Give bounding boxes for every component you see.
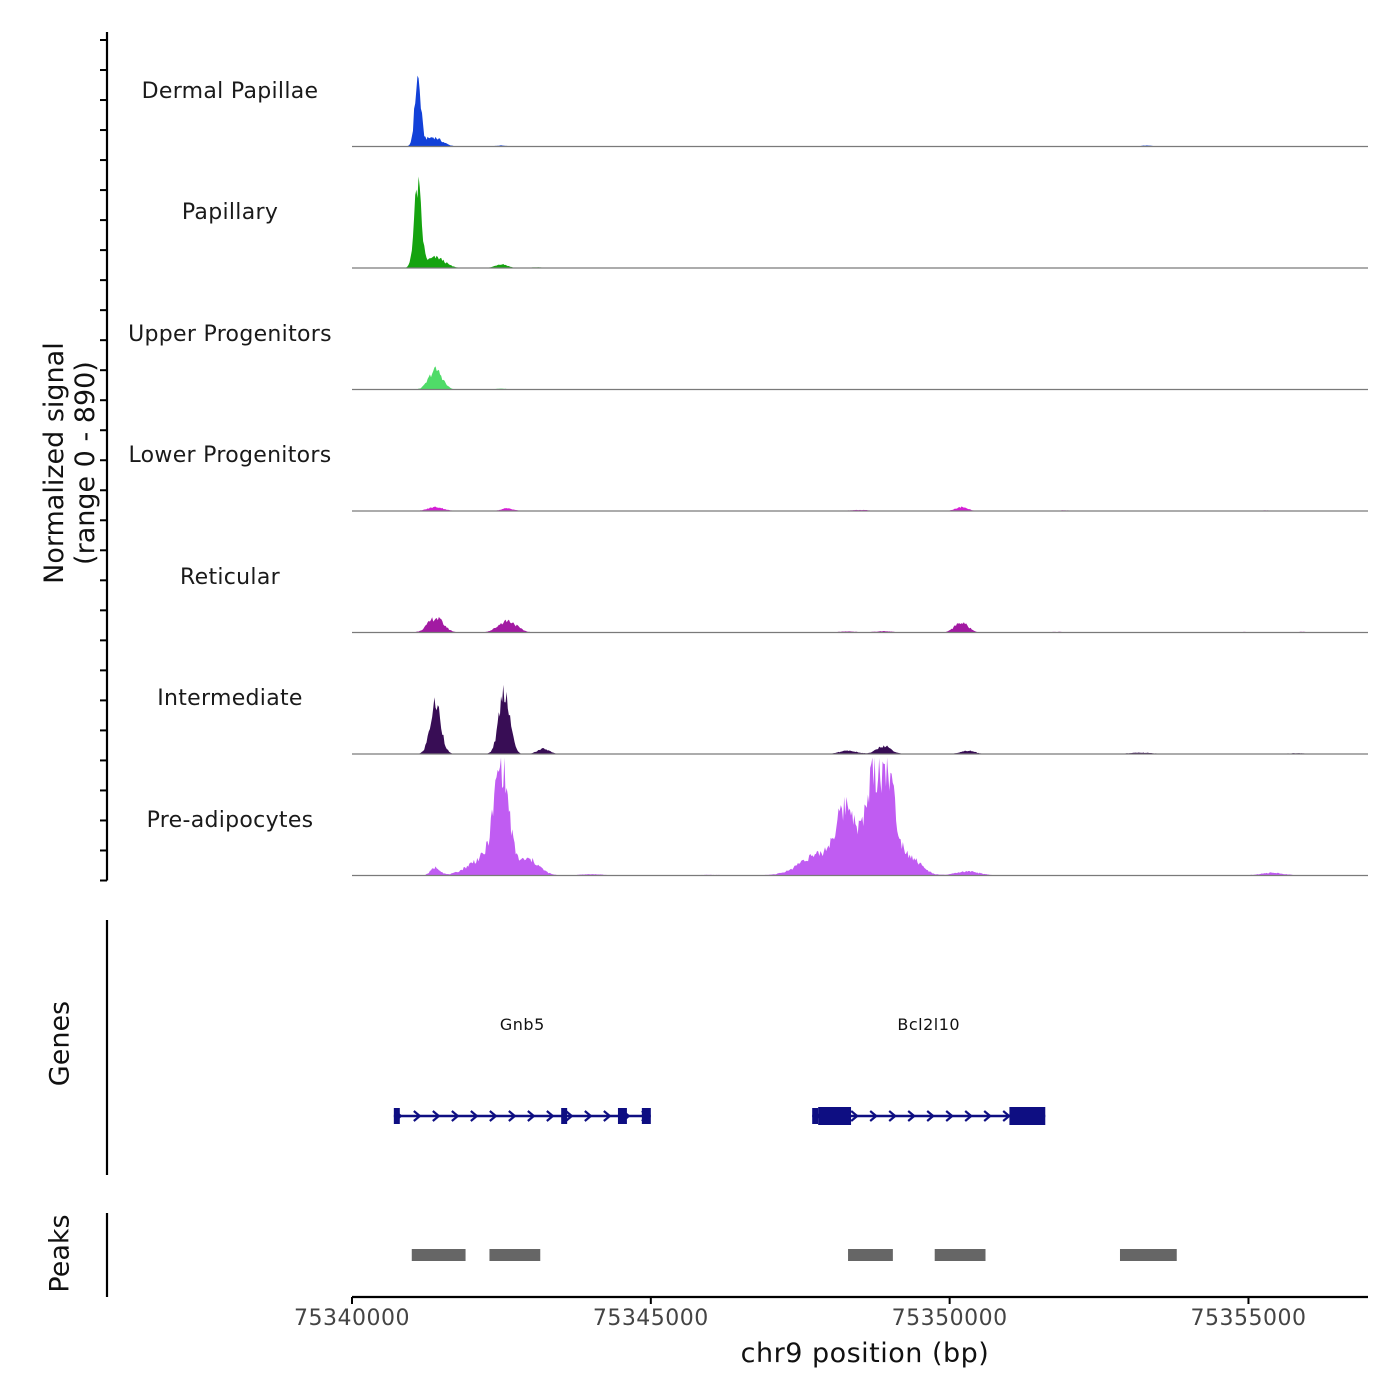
exon (1009, 1107, 1046, 1125)
genes-panel-title: Genes (44, 1000, 76, 1087)
strand-chevron (983, 1110, 992, 1122)
track-label: Upper Progenitors (128, 321, 332, 347)
track-label: Lower Progenitors (128, 443, 332, 468)
signal-area (352, 684, 1368, 754)
x-tick-label: 75340000 (294, 1306, 410, 1331)
peaks-panel (105, 1213, 1177, 1297)
gene-label: Bcl2l10 (897, 1015, 961, 1034)
signal-area (352, 616, 1368, 633)
peak-region (489, 1249, 541, 1261)
strand-chevron (926, 1110, 935, 1122)
track-label: Dermal Papillae (141, 78, 319, 104)
signal-area (352, 176, 1368, 268)
strand-chevron (888, 1110, 897, 1122)
strand-chevron (850, 1110, 859, 1122)
track-label: Pre-adipocytes (146, 807, 314, 833)
track-intermediate (352, 684, 1368, 755)
strand-chevron (565, 1110, 574, 1122)
x-axis-title: chr9 position (bp) (740, 1338, 990, 1369)
exon (641, 1108, 651, 1124)
track-dermal-papillae (352, 75, 1368, 148)
gene-bcl2l10 (812, 1107, 1046, 1125)
signal-area (352, 506, 1368, 511)
exon (561, 1108, 568, 1124)
exon (617, 1108, 627, 1124)
peak-region (934, 1249, 986, 1261)
coverage-tracks (352, 75, 1368, 877)
signal-area (352, 75, 1368, 147)
strand-chevron (470, 1110, 479, 1122)
track-lower-progenitors (352, 506, 1368, 512)
signal-area (352, 366, 1368, 390)
x-tick-label: 75355000 (1190, 1306, 1307, 1331)
track-reticular (352, 616, 1368, 634)
peak-region (848, 1249, 893, 1261)
y-axis-title: Normalized signal (range 0 - 890) (39, 298, 101, 628)
genes-panel (105, 920, 1046, 1175)
strand-chevron (489, 1110, 498, 1122)
track-label: Papillary (181, 200, 279, 225)
strand-chevron (603, 1110, 612, 1122)
strand-chevron (527, 1110, 536, 1122)
strand-chevron (964, 1110, 973, 1122)
track-label: Reticular (180, 564, 280, 590)
exon (818, 1107, 852, 1125)
x-tick-label: 75350000 (891, 1306, 1008, 1331)
peak-region (411, 1249, 466, 1261)
strand-chevron (432, 1110, 441, 1122)
gene-label: Gnb5 (499, 1015, 545, 1034)
track-label: Intermediate (157, 686, 303, 711)
strand-chevron (869, 1110, 878, 1122)
x-tick-label: 75345000 (592, 1306, 709, 1331)
track-papillary (352, 176, 1368, 269)
strand-chevron (907, 1110, 916, 1122)
strand-chevron (546, 1110, 555, 1122)
signal-area (352, 757, 1368, 876)
x-axis (351, 1295, 1368, 1304)
y-axis-title-line2: (range 0 - 890) (70, 361, 101, 565)
peak-region (1119, 1249, 1177, 1261)
strand-chevron (508, 1110, 517, 1122)
y-axis-title-line1: Normalized signal (38, 342, 70, 584)
gene-gnb5 (393, 1108, 651, 1124)
peaks-panel-title: Peaks (44, 1214, 76, 1293)
strand-chevron (451, 1110, 460, 1122)
strand-chevron (413, 1110, 422, 1122)
strand-chevron (584, 1110, 593, 1122)
strand-chevron (945, 1110, 954, 1122)
exon (812, 1108, 819, 1124)
strand-chevron (1002, 1110, 1011, 1122)
signal-y-axis (100, 32, 109, 882)
track-pre-adipocytes (352, 757, 1368, 877)
exon (393, 1108, 400, 1124)
track-upper-progenitors (352, 366, 1368, 391)
